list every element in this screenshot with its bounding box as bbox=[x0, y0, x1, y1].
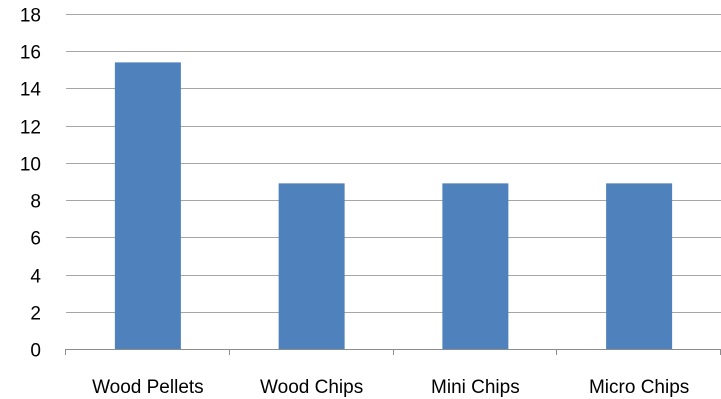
y-tick-label: 12 bbox=[20, 118, 41, 139]
x-category-label: Wood Pellets bbox=[92, 377, 204, 398]
x-category-label: Wood Chips bbox=[260, 377, 363, 398]
y-axis-tick-labels: 0 2 4 6 8 10 12 14 16 18 bbox=[20, 6, 42, 362]
bar-wood-chips bbox=[278, 183, 345, 349]
y-tick-label: 6 bbox=[30, 229, 41, 250]
y-tick-label: 8 bbox=[30, 192, 41, 213]
y-tick-label: 14 bbox=[20, 80, 42, 101]
y-tick-label: 4 bbox=[30, 267, 41, 288]
x-category-label: Micro Chips bbox=[589, 377, 689, 398]
y-tick-label: 2 bbox=[30, 304, 41, 325]
y-tick-label: 18 bbox=[20, 6, 41, 27]
bar-wood-pellets bbox=[114, 62, 181, 350]
x-axis bbox=[65, 349, 721, 355]
x-category-label: Mini Chips bbox=[431, 377, 520, 398]
bars bbox=[114, 62, 673, 350]
y-tick-label: 0 bbox=[30, 341, 41, 362]
y-tick-label: 16 bbox=[20, 43, 41, 64]
x-axis-category-labels: Wood Pellets Wood Chips Mini Chips Micro Ch… bbox=[92, 377, 689, 398]
bar-mini-chips bbox=[442, 183, 509, 349]
bar-micro-chips bbox=[606, 183, 673, 349]
y-tick-label: 10 bbox=[20, 155, 41, 176]
